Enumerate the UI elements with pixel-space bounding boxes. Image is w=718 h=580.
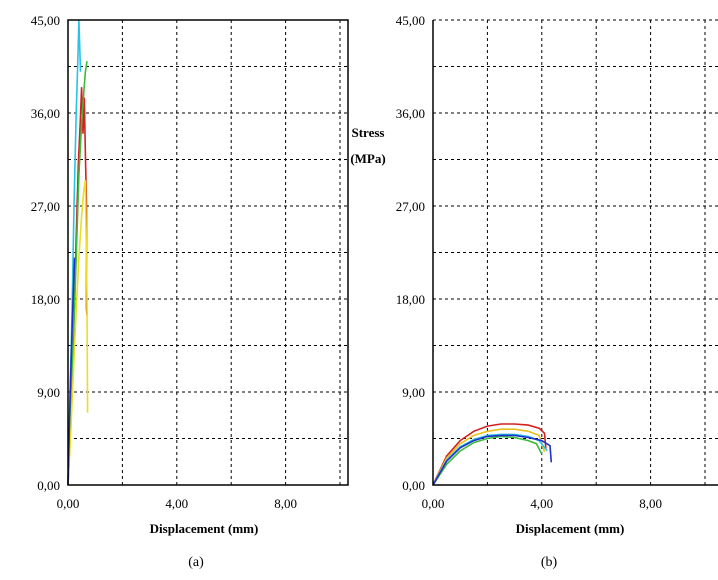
a-plot-frame bbox=[67, 19, 349, 486]
b-series-blue bbox=[432, 434, 553, 486]
b-y-axis-label-line2: (MPa) bbox=[350, 151, 385, 166]
a-x-tick-label: 0,00 bbox=[57, 496, 80, 511]
b-series bbox=[432, 423, 553, 486]
b-y-tick-label: 18,00 bbox=[396, 292, 425, 307]
b-caption: (b) bbox=[541, 555, 558, 570]
b-x-tick-label: 8,00 bbox=[639, 496, 662, 511]
panel-b: 0,00 9,00 18,00 27,00 36,00 45,00 0,00 4… bbox=[350, 13, 718, 570]
b-series-yellow bbox=[432, 428, 546, 486]
a-x-tick-labels: 0,00 4,00 8,00 bbox=[57, 496, 297, 511]
b-x-tick-label: 4,00 bbox=[530, 496, 553, 511]
a-y-tick-label: 45,00 bbox=[31, 13, 60, 28]
b-x-axis-label: Displacement (mm) bbox=[516, 521, 625, 536]
b-x-tick-labels: 0,00 4,00 8,00 bbox=[422, 496, 662, 511]
a-series-blue bbox=[67, 257, 76, 486]
a-caption: (a) bbox=[188, 555, 204, 570]
a-y-tick-label: 27,00 bbox=[31, 199, 60, 214]
b-x-tick-label: 0,00 bbox=[422, 496, 445, 511]
a-y-tick-label: 0,00 bbox=[37, 478, 60, 493]
b-y-axis-label-line1: Stress bbox=[352, 125, 385, 140]
a-x-tick-label: 8,00 bbox=[274, 496, 297, 511]
b-series-green bbox=[432, 435, 543, 486]
a-y-tick-label: 9,00 bbox=[37, 385, 60, 400]
b-y-tick-label: 27,00 bbox=[396, 199, 425, 214]
a-x-axis-label: Displacement (mm) bbox=[150, 521, 259, 536]
a-y-tick-label: 36,00 bbox=[31, 106, 60, 121]
b-series-red bbox=[432, 423, 547, 486]
a-y-tick-label: 18,00 bbox=[31, 292, 60, 307]
b-y-tick-label: 45,00 bbox=[396, 13, 425, 28]
b-y-tick-label: 36,00 bbox=[396, 106, 425, 121]
a-y-tick-labels: 0,00 9,00 18,00 27,00 36,00 45,00 bbox=[31, 13, 60, 493]
a-grid bbox=[68, 19, 348, 485]
b-y-tick-label: 9,00 bbox=[402, 385, 425, 400]
b-axes bbox=[432, 20, 718, 486]
a-x-tick-label: 4,00 bbox=[165, 496, 188, 511]
b-y-tick-label: 0,00 bbox=[402, 478, 425, 493]
b-grid bbox=[433, 19, 718, 485]
b-y-tick-labels: 0,00 9,00 18,00 27,00 36,00 45,00 bbox=[396, 13, 425, 493]
panel-a: 0,00 9,00 18,00 27,00 36,00 45,00 0,00 4… bbox=[31, 13, 349, 570]
a-series-yellow bbox=[67, 180, 89, 486]
a-series bbox=[67, 19, 89, 486]
